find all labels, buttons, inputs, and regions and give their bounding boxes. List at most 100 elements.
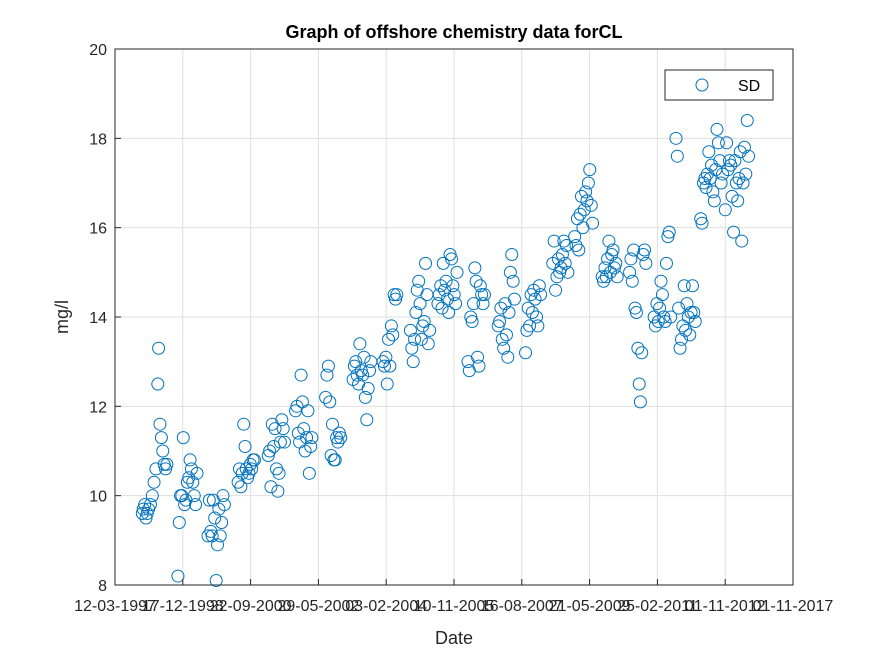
data-point	[328, 453, 342, 467]
data-point	[623, 265, 637, 279]
data-point	[677, 279, 691, 293]
data-point	[572, 243, 586, 257]
data-point	[735, 234, 749, 248]
x-tick-label: 12-03-1997	[74, 598, 156, 615]
data-point	[273, 435, 287, 449]
data-point	[586, 216, 600, 230]
data-point	[497, 341, 511, 355]
data-point	[713, 154, 727, 168]
legend-marker	[695, 78, 709, 92]
data-point	[558, 256, 572, 270]
data-point	[568, 230, 582, 244]
data-point	[208, 511, 222, 525]
data-point	[531, 319, 545, 333]
data-point	[383, 359, 397, 373]
data-point	[172, 515, 186, 529]
data-point	[445, 252, 459, 266]
legend: SD	[664, 69, 774, 101]
data-point	[599, 270, 613, 284]
data-point	[186, 475, 200, 489]
data-point	[662, 225, 676, 239]
data-point	[215, 515, 229, 529]
x-tick-label: 21-05-2009	[549, 598, 631, 615]
data-point	[625, 274, 639, 288]
data-point	[502, 306, 516, 320]
data-point	[379, 350, 393, 364]
data-point	[245, 462, 259, 476]
data-point	[325, 417, 339, 431]
data-point	[477, 288, 491, 302]
y-tick-label: 12	[89, 399, 107, 416]
data-point	[272, 466, 286, 480]
data-point	[632, 377, 646, 391]
data-point	[583, 163, 597, 177]
y-tick-label: 18	[89, 131, 107, 148]
x-tick-label: 25-02-2011	[617, 598, 698, 615]
data-point	[384, 319, 398, 333]
data-point	[408, 332, 422, 346]
data-point	[304, 440, 318, 454]
data-point	[294, 368, 308, 382]
data-point	[334, 431, 348, 445]
data-point	[550, 270, 564, 284]
data-point	[238, 440, 252, 454]
data-point	[209, 574, 223, 588]
data-point	[673, 341, 687, 355]
data-point	[653, 301, 667, 315]
data-point	[320, 368, 334, 382]
data-point	[554, 261, 568, 275]
data-point	[147, 475, 161, 489]
data-point	[202, 493, 216, 507]
y-tick-label: 20	[89, 42, 107, 59]
x-axis-ticks: 12-03-199717-12-199822-09-200029-05-2002…	[74, 579, 833, 615]
data-point	[419, 256, 433, 270]
data-point	[413, 297, 427, 311]
data-point	[521, 301, 535, 315]
x-axis-label: Date	[435, 628, 473, 648]
data-point	[271, 484, 285, 498]
data-point	[380, 377, 394, 391]
data-point	[237, 417, 251, 431]
x-tick-label: 03-02-2004	[345, 598, 427, 615]
x-tick-label: 10-11-2005	[414, 598, 495, 615]
data-point	[624, 252, 638, 266]
data-point	[555, 247, 569, 261]
data-point	[247, 453, 261, 467]
chart-title: Graph of offshore chemistry data forCL	[285, 22, 622, 42]
data-point	[405, 341, 419, 355]
data-point	[446, 279, 460, 293]
data-point	[659, 256, 673, 270]
data-point	[160, 457, 174, 471]
data-point	[476, 297, 490, 311]
legend-box	[664, 69, 774, 101]
data-point	[390, 288, 404, 302]
data-point	[472, 359, 486, 373]
data-point	[549, 283, 563, 297]
data-point	[447, 288, 461, 302]
data-point	[631, 341, 645, 355]
data-point	[319, 390, 333, 404]
data-point	[234, 480, 248, 494]
data-point	[267, 440, 281, 454]
data-point	[151, 377, 165, 391]
legend-label: SD	[738, 78, 760, 95]
data-point	[171, 569, 185, 583]
data-point	[633, 395, 647, 409]
y-axis-ticks: 8 10 12 14 16 18 20	[89, 42, 121, 595]
data-point	[638, 243, 652, 257]
data-point	[664, 310, 678, 324]
data-point	[705, 158, 719, 172]
data-point	[499, 328, 513, 342]
data-point	[412, 274, 426, 288]
data-point	[700, 167, 714, 181]
data-point	[584, 198, 598, 212]
data-point	[494, 301, 508, 315]
data-point	[655, 288, 669, 302]
data-point	[731, 194, 745, 208]
data-points	[135, 113, 756, 588]
data-point	[442, 306, 456, 320]
data-point	[276, 422, 290, 436]
data-point	[414, 332, 428, 346]
data-point	[560, 239, 574, 253]
data-point	[190, 466, 204, 480]
